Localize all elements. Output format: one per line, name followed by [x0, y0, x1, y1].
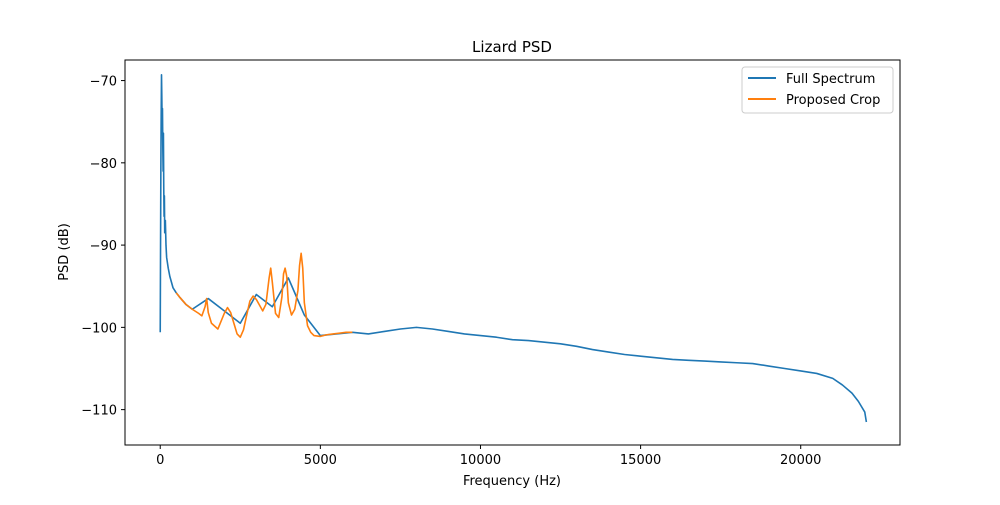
x-tick-label: 10000	[460, 453, 501, 468]
y-tick-label: −70	[90, 75, 117, 90]
legend-label-full-spectrum: Full Spectrum	[786, 72, 875, 87]
x-tick-label: 0	[156, 453, 164, 468]
x-tick-label: 15000	[620, 453, 661, 468]
legend: Full Spectrum Proposed Crop	[741, 66, 894, 114]
legend-box	[741, 66, 894, 114]
x-tick-label: 5000	[304, 453, 337, 468]
axes-frame	[124, 59, 901, 446]
y-axis-ticks: −70 −80 −90 −100 −110	[81, 75, 125, 419]
y-axis-label: PSD (dB)	[57, 223, 72, 281]
chart-title: Lizard PSD	[472, 38, 552, 56]
y-tick-label: −110	[81, 404, 117, 419]
y-tick-label: −90	[90, 239, 117, 254]
series-layer	[159, 74, 868, 423]
x-axis-ticks: 0 5000 10000 15000 20000	[156, 445, 821, 468]
x-axis-label: Frequency (Hz)	[463, 474, 561, 489]
x-tick-label: 20000	[780, 453, 821, 468]
plot-area	[124, 59, 901, 446]
y-tick-label: −80	[90, 157, 117, 172]
y-tick-label: −100	[81, 321, 117, 336]
series-line-proposed-crop	[175, 252, 353, 339]
legend-label-proposed-crop: Proposed Crop	[786, 93, 880, 108]
